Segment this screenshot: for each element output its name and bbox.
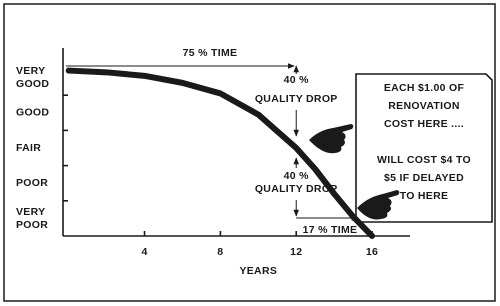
frame bbox=[3, 3, 496, 302]
callout-box bbox=[355, 73, 493, 223]
callout-text: COST HERE .... bbox=[384, 118, 464, 130]
y-category-label: FAIR bbox=[16, 142, 41, 154]
quality-curve bbox=[65, 67, 376, 239]
x-tick-label: 8 bbox=[217, 246, 223, 258]
callout-text: EACH $1.00 OF bbox=[384, 82, 465, 94]
y-category-label: VERY POOR bbox=[16, 206, 48, 231]
annotation: 17 % TIME bbox=[303, 224, 358, 236]
annotation: QUALITY DROP bbox=[255, 93, 338, 105]
hand-icon bbox=[309, 124, 354, 154]
hand-icon bbox=[357, 190, 400, 220]
callout-text: WILL COST $4 TO bbox=[377, 154, 471, 166]
y-category-label: VERY GOOD bbox=[16, 65, 49, 90]
annotation: QUALITY DROP bbox=[255, 183, 338, 195]
y-category-label: GOOD bbox=[16, 107, 49, 119]
x-tick-label: 12 bbox=[290, 246, 302, 258]
callout-text: RENOVATION bbox=[388, 100, 459, 112]
annotation: 40 % bbox=[284, 170, 309, 182]
x-tick-label: 16 bbox=[366, 246, 378, 258]
callout-text: TO HERE bbox=[400, 190, 449, 202]
x-axis-label: YEARS bbox=[239, 265, 277, 277]
x-tick-label: 4 bbox=[141, 246, 147, 258]
annotation: 40 % bbox=[284, 74, 309, 86]
annotation: 75 % TIME bbox=[183, 47, 238, 59]
y-category-label: POOR bbox=[16, 177, 48, 189]
callout-text: $5 IF DELAYED bbox=[384, 172, 464, 184]
